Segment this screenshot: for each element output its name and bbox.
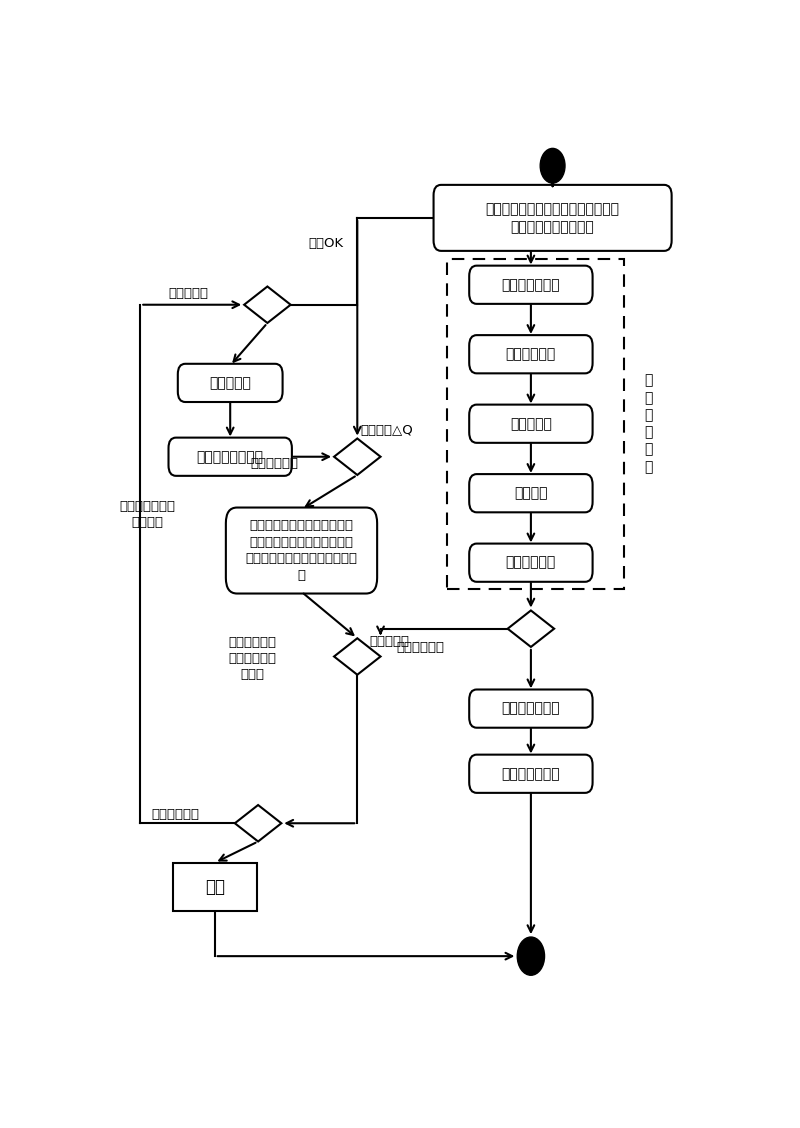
FancyBboxPatch shape <box>434 185 672 250</box>
Text: 计算压下相对化: 计算压下相对化 <box>502 277 560 292</box>
Circle shape <box>518 937 545 976</box>
Polygon shape <box>508 610 554 647</box>
FancyBboxPatch shape <box>470 405 593 443</box>
Text: 调节速度值: 调节速度值 <box>210 376 251 390</box>
Circle shape <box>540 149 565 183</box>
Text: 计算轧制力: 计算轧制力 <box>510 416 552 431</box>
Polygon shape <box>334 439 381 475</box>
Polygon shape <box>334 638 381 675</box>
Text: 速度OK: 速度OK <box>309 237 344 250</box>
Text: 温度不能达到: 温度不能达到 <box>151 808 199 821</box>
Text: 水的能力超过: 水的能力超过 <box>250 457 298 470</box>
FancyBboxPatch shape <box>226 508 377 593</box>
Text: 修改机架间水量每次调节后机
架一定的水量，当一个机架的
水达到运行值后，就使用后机架
水: 修改机架间水量每次调节后机 架一定的水量，当一个机架的 水达到运行值后，就使用后… <box>246 519 358 582</box>
Text: 计算精轧设定值: 计算精轧设定值 <box>502 702 560 715</box>
Text: 核
心
道
次
计
算: 核 心 道 次 计 算 <box>644 373 653 474</box>
FancyBboxPatch shape <box>470 335 593 373</box>
Text: 温度分配计算: 温度分配计算 <box>506 347 556 361</box>
Text: 二次判别特殊
钢不允许使用
机架水: 二次判别特殊 钢不允许使用 机架水 <box>229 636 277 680</box>
Text: 计算特征点参数: 计算特征点参数 <box>502 767 560 781</box>
Text: 调节水量△Q: 调节水量△Q <box>360 424 413 438</box>
Text: 需要调节水: 需要调节水 <box>370 635 410 649</box>
Text: 速度达极限: 速度达极限 <box>169 287 209 300</box>
FancyBboxPatch shape <box>470 474 593 512</box>
Bar <box>447 258 624 589</box>
FancyBboxPatch shape <box>470 755 593 793</box>
Text: 保持当前的机架水: 保持当前的机架水 <box>197 450 264 464</box>
Text: 精轧温度超差: 精轧温度超差 <box>396 642 444 654</box>
Polygon shape <box>235 805 282 841</box>
Polygon shape <box>244 287 290 323</box>
FancyBboxPatch shape <box>169 438 292 476</box>
Text: 报警: 报警 <box>205 878 225 896</box>
FancyBboxPatch shape <box>470 689 593 728</box>
FancyBboxPatch shape <box>470 544 593 582</box>
Text: 获得策略给定的包含速度，加速度，
机架喷水，压下等数据: 获得策略给定的包含速度，加速度， 机架喷水，压下等数据 <box>486 202 619 233</box>
FancyBboxPatch shape <box>178 364 282 402</box>
FancyBboxPatch shape <box>470 266 593 303</box>
Text: 计算精轧温度: 计算精轧温度 <box>506 556 556 570</box>
Text: 计算压下: 计算压下 <box>514 486 548 500</box>
Text: 报警，并设置速
度极限值: 报警，并设置速 度极限值 <box>120 501 176 529</box>
Bar <box>173 863 257 910</box>
